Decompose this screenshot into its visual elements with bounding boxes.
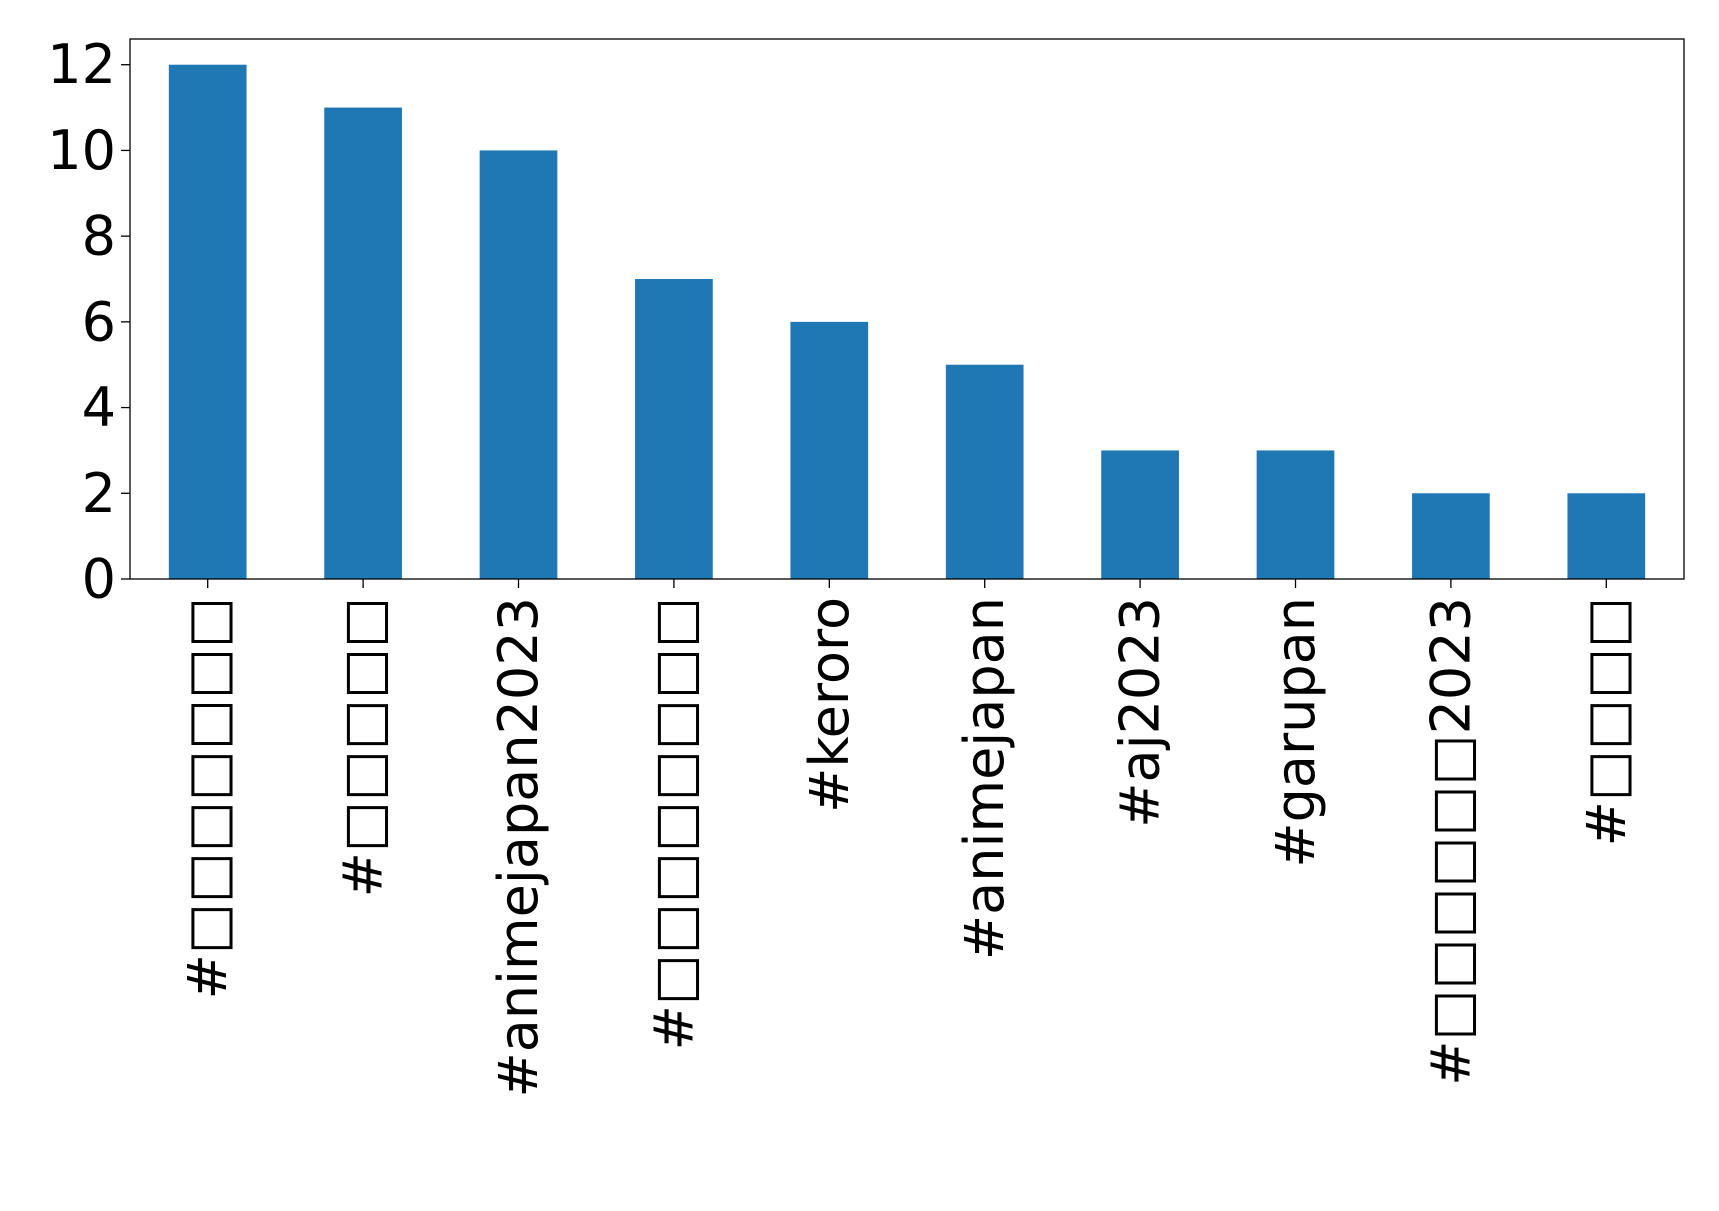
y-tick-label: 4 <box>82 376 116 439</box>
x-tick-label: #□□□□ <box>1575 597 1638 846</box>
x-tick-label: #animejapan <box>953 597 1016 960</box>
x-tick-label: #□□□□□□□ <box>176 597 239 999</box>
x-axis: #□□□□□□□ #□□□□□ #animejapan2023 #□□□□□□□□ #k… <box>176 579 1638 1098</box>
y-axis: 0 2 4 6 8 10 12 <box>47 33 130 611</box>
bar <box>1412 493 1490 579</box>
bar <box>324 107 402 580</box>
x-tick-label: #aj2023 <box>1109 597 1172 828</box>
bar <box>1101 450 1179 579</box>
y-tick-label: 10 <box>47 119 116 182</box>
bars-layer <box>168 64 1646 580</box>
y-tick-label: 0 <box>82 548 116 611</box>
bar <box>479 150 558 579</box>
y-tick-label: 8 <box>82 205 116 268</box>
bar <box>790 321 869 579</box>
y-tick-label: 2 <box>82 462 116 525</box>
x-tick-label: #animejapan2023 <box>487 597 550 1098</box>
x-tick-label: #garupan <box>1264 597 1327 868</box>
bar <box>945 364 1024 579</box>
x-tick-label: #□□□□□□2023 <box>1419 597 1482 1086</box>
bar <box>1256 450 1335 579</box>
x-tick-label: #□□□□□ <box>332 597 395 897</box>
y-tick-label: 12 <box>47 33 116 96</box>
bar <box>1567 493 1646 579</box>
plot-frame <box>129 38 1685 580</box>
y-tick-label: 6 <box>82 290 116 353</box>
bar <box>635 279 713 579</box>
x-tick-label: #keroro <box>798 597 861 813</box>
x-tick-label: #□□□□□□□□ <box>642 597 705 1050</box>
bar <box>168 64 247 579</box>
